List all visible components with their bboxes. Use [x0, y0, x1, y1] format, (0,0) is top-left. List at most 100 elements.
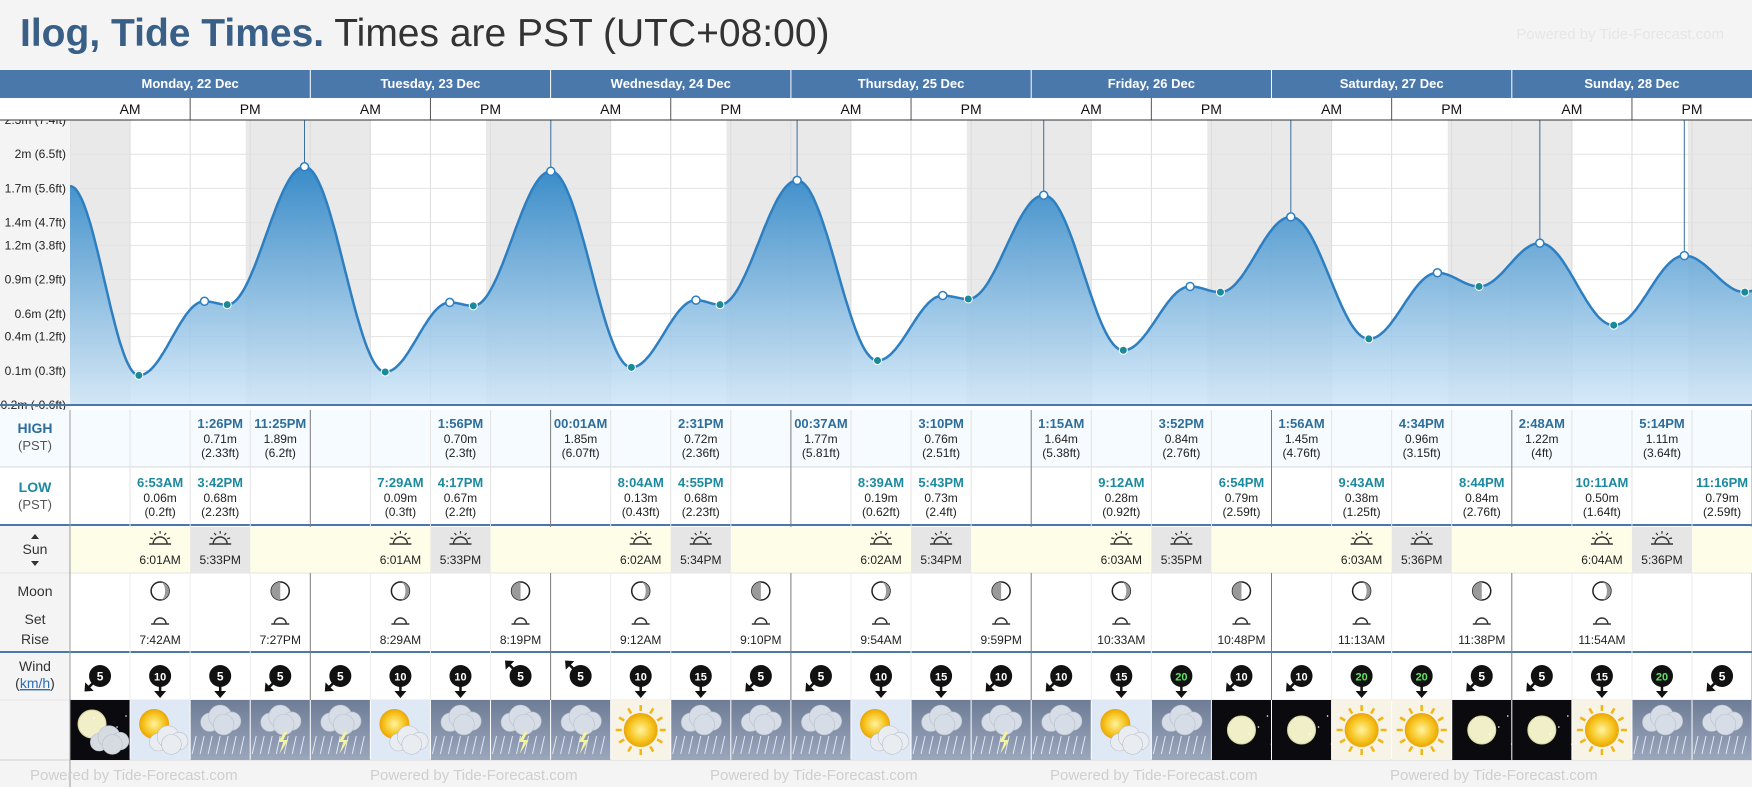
sun-ray	[1348, 745, 1354, 753]
sun-ray	[153, 532, 157, 536]
wind-unit-link[interactable]: (km/h)	[15, 675, 55, 691]
sun-weather-icon	[1392, 700, 1452, 760]
rain-weather-icon	[911, 700, 971, 760]
rain-streak	[447, 735, 453, 755]
sun-ray	[1610, 707, 1616, 715]
wind-speed: 10	[394, 672, 406, 684]
low-tide-feet: (2.2ft)	[445, 505, 476, 519]
low-tide-point	[222, 300, 232, 310]
moon-shade	[751, 582, 761, 600]
wind-arrow-head	[1415, 691, 1428, 698]
wind-badge	[930, 665, 953, 687]
high-tide-time: 5:14PM	[1639, 416, 1685, 431]
moon-icon	[1226, 715, 1256, 745]
rain-streak	[552, 735, 558, 755]
high-tide-feet: (2.3ft)	[445, 446, 476, 460]
sun-ray	[1425, 532, 1429, 536]
rain-streak	[479, 735, 485, 755]
cloud-shape	[1642, 704, 1683, 736]
sunset-icon	[209, 531, 232, 545]
footer-watermark: Powered by Tide-Forecast.com	[1390, 767, 1598, 784]
moonrise-icon	[872, 617, 891, 625]
cloud-puff	[161, 734, 182, 755]
sunrise-icon	[149, 531, 172, 545]
cloud-shape	[389, 725, 429, 755]
rain-streak	[1717, 735, 1723, 755]
sun-cloud-weather-icon	[130, 700, 190, 760]
rain-streak	[1160, 735, 1166, 755]
wind-arrow-head	[264, 682, 274, 692]
rain-streak	[1633, 735, 1639, 755]
low-tide-point	[380, 367, 390, 377]
cloud-shape	[440, 704, 482, 736]
wind-badge	[1350, 665, 1373, 687]
rain-streak	[540, 735, 546, 755]
rain-streak	[1192, 735, 1198, 755]
high-row-tz: (PST)	[18, 438, 52, 453]
cloud-shape	[870, 725, 910, 755]
sun-ray	[1188, 537, 1192, 540]
wind-speed: 5	[277, 670, 284, 684]
high-tide-point	[1185, 281, 1195, 292]
high-tide-feet: (2.33ft)	[201, 446, 239, 460]
moon-shade	[1601, 582, 1611, 600]
low-tide-time: 8:44PM	[1459, 475, 1505, 490]
low-tide-time: 10:11AM	[1576, 475, 1629, 490]
y-tick-label: 1.4m (4.7ft)	[5, 216, 66, 230]
rain-streak	[1657, 735, 1663, 755]
y-tick-label: 0.6m (2ft)	[15, 307, 66, 321]
moon-event-time: 9:59PM	[980, 633, 1021, 647]
sun-weather-icon	[611, 700, 671, 760]
sun-ray	[450, 537, 454, 540]
sun-arc	[1413, 536, 1430, 545]
rain-streak	[1673, 735, 1679, 755]
low-tide-meters: 0.50m	[1585, 491, 1618, 505]
low-tide-meters: 0.73m	[924, 491, 957, 505]
sun-ray	[644, 532, 648, 536]
rain-streak	[584, 735, 590, 755]
moon-phase-icon	[991, 581, 1011, 601]
low-tide-meters: 0.38m	[1345, 491, 1378, 505]
low-row-tz: (PST)	[18, 497, 52, 512]
moonrise-icon	[151, 617, 170, 625]
storm-weather-icon	[491, 700, 551, 760]
moonrise-icon	[1352, 617, 1371, 625]
sunrise-icon	[870, 531, 893, 545]
wind-speed: 20	[1656, 672, 1668, 684]
wind-speed: 10	[154, 672, 166, 684]
sun-ray	[1591, 537, 1596, 540]
powered-by-link[interactable]: Powered by Tide-Forecast.com	[1516, 26, 1724, 43]
sun-ray	[1111, 537, 1115, 540]
wind-speed: 20	[1355, 672, 1367, 684]
sun-ray	[1617, 738, 1625, 744]
day-header-bar	[0, 70, 1752, 98]
sun-arc	[1654, 536, 1670, 545]
sun-icon	[1584, 713, 1619, 747]
moon-shade	[511, 582, 521, 600]
cloud-shape	[1110, 725, 1150, 755]
day-label: Tuesday, 23 Dec	[380, 76, 480, 91]
wind-badge	[389, 665, 412, 687]
cloud-shape	[801, 704, 842, 736]
wind-speed: 5	[97, 670, 104, 684]
low-tide-meters: 0.13m	[624, 491, 657, 505]
moon-arc	[874, 617, 888, 625]
rain-streak	[327, 735, 333, 755]
low-tide-point	[873, 356, 883, 366]
star-dot	[1234, 717, 1237, 719]
moon-shade	[992, 582, 1002, 600]
high-tide-point	[445, 297, 455, 308]
sun-ray	[694, 532, 698, 536]
footer-watermark: Powered by Tide-Forecast.com	[710, 767, 918, 784]
sun-ray	[1399, 738, 1406, 744]
wind-arrow-head	[1175, 691, 1188, 698]
moonrise-icon	[391, 617, 410, 625]
sun-ray	[1430, 707, 1436, 715]
am-label: AM	[1081, 101, 1102, 117]
high-tide-point	[299, 161, 310, 172]
rain-streak	[912, 735, 918, 755]
y-tick-label: 0.9m (2.9ft)	[5, 273, 66, 287]
wind-badge	[269, 665, 292, 687]
sun-ray	[1668, 537, 1673, 540]
high-tide-time: 3:10PM	[918, 416, 964, 431]
